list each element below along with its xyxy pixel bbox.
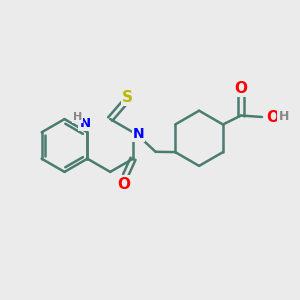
Text: N: N <box>80 117 91 130</box>
Text: O: O <box>235 81 248 96</box>
Text: S: S <box>122 90 133 105</box>
Text: O: O <box>266 110 280 124</box>
Text: O: O <box>118 177 130 192</box>
Text: H: H <box>278 110 289 124</box>
Text: H: H <box>73 112 83 122</box>
Text: N: N <box>133 127 144 141</box>
